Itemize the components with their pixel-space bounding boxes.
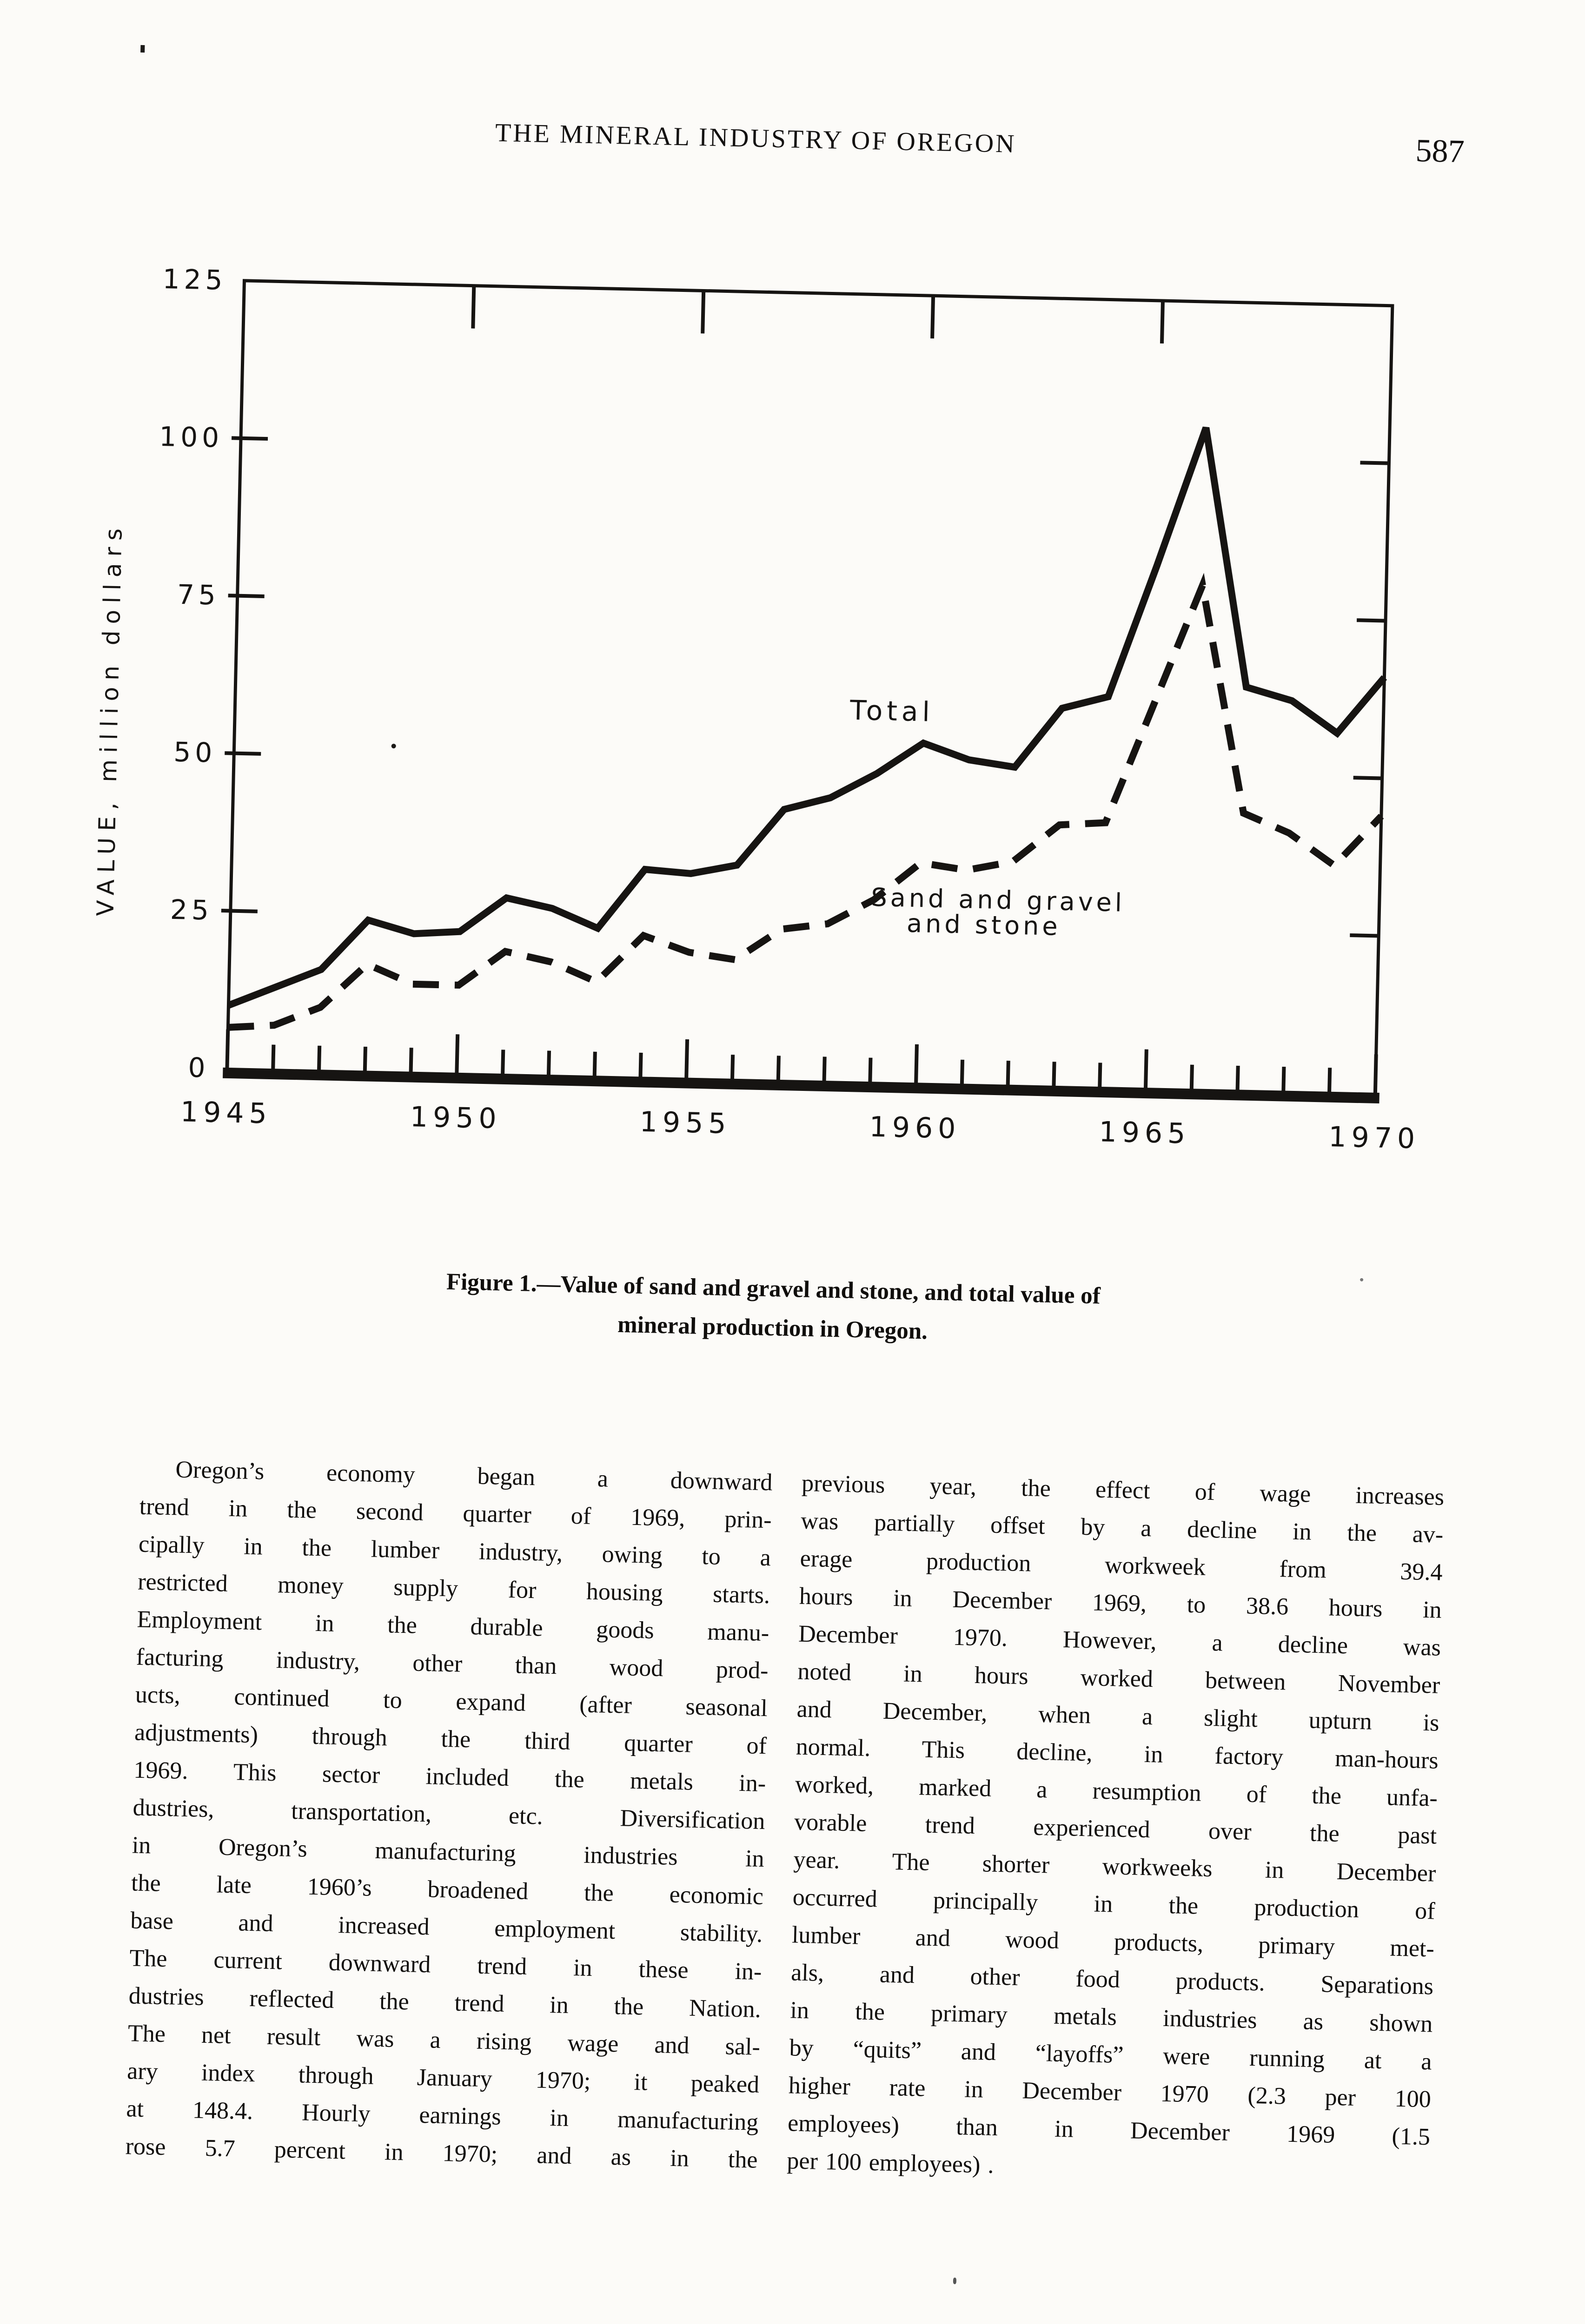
x-axis-tick: [730, 1055, 735, 1080]
top-axis-tick: [1160, 300, 1165, 344]
x-axis-tick: [914, 1044, 919, 1083]
y-axis-tick: [225, 751, 261, 756]
y-axis-tick: [231, 436, 268, 441]
right-axis-tick: [1356, 618, 1386, 623]
x-axis-tick: [455, 1034, 460, 1074]
figure-caption: Figure 1.—Value of sand and gravel and s…: [184, 1257, 1362, 1360]
scan-artifact-speck: [1360, 1278, 1364, 1281]
right-axis-tick: [1350, 933, 1379, 938]
y-axis-tick-label: 25: [170, 894, 213, 926]
y-axis-tick-label: 0: [188, 1052, 210, 1084]
figure1-line-chart: 0 25 50 75 100 125 1945 1950 1955 1960 1965 1970 VAL…: [92, 263, 1420, 1155]
x-axis-tick: [225, 1029, 230, 1069]
y-axis-tick-label: 125: [162, 263, 227, 296]
top-axis-tick: [471, 285, 476, 329]
x-axis-tick-label: 1960: [869, 1111, 961, 1145]
top-axis-tick: [930, 296, 935, 339]
running-head-title: THE MINERAL INDUSTRY OF OREGON: [495, 118, 1017, 159]
body-column-left: Oregon’s economy began a downward trend i…: [125, 1450, 773, 2179]
x-axis-tick-label: 1945: [180, 1096, 272, 1130]
series-label-sand-gravel-line1: Sand and gravel: [871, 883, 1126, 918]
scan-artifact-speck: [140, 45, 145, 53]
y-axis-tick: [228, 594, 265, 598]
y-axis-tick-label: 75: [177, 579, 220, 611]
x-axis-tick-label: 1955: [639, 1106, 731, 1140]
plot-border: [225, 279, 1394, 1094]
scan-artifact-speck: [953, 2278, 957, 2284]
body-column-right: previous year, the effect of wage increa…: [787, 1465, 1445, 2194]
series-label-total: Total: [849, 694, 934, 728]
x-axis-tick: [822, 1056, 827, 1082]
y-axis-tick-label: 100: [159, 421, 224, 454]
x-axis-tick: [776, 1056, 781, 1081]
x-axis-tick: [1327, 1068, 1332, 1093]
series-line-sand-and-gravel-and-stone: [228, 573, 1384, 1031]
page-number: 587: [1415, 132, 1465, 170]
x-axis-tick: [638, 1052, 643, 1077]
x-axis-tick-label: 1965: [1099, 1116, 1191, 1150]
x-axis-tick-label: 1970: [1328, 1121, 1420, 1155]
y-axis-tick-label: 50: [173, 736, 217, 769]
x-axis-tick: [1144, 1049, 1148, 1089]
x-axis-tick: [1281, 1066, 1286, 1092]
series-line-total: [227, 426, 1387, 1009]
y-axis-title: VALUE, million dollars: [92, 522, 127, 916]
x-axis-tick-label: 1950: [410, 1101, 502, 1135]
x-axis-baseline: [223, 1067, 1379, 1104]
x-axis-tick: [1373, 1054, 1378, 1094]
right-axis-tick: [1360, 461, 1389, 465]
series-label-sand-gravel-line2: and stone: [906, 909, 1061, 941]
x-axis-tick: [684, 1039, 690, 1079]
